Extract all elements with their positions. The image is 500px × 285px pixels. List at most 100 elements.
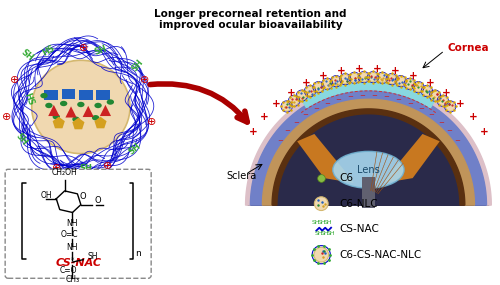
- Ellipse shape: [422, 87, 432, 96]
- Ellipse shape: [52, 114, 60, 119]
- Ellipse shape: [368, 73, 378, 82]
- Polygon shape: [272, 109, 465, 205]
- Ellipse shape: [378, 73, 387, 82]
- Text: SH: SH: [312, 220, 320, 225]
- Text: SH: SH: [93, 44, 108, 57]
- Text: −: −: [396, 97, 402, 103]
- Text: +: +: [272, 99, 281, 109]
- Text: O=C: O=C: [60, 230, 78, 239]
- Text: −: −: [360, 93, 366, 99]
- Ellipse shape: [387, 75, 396, 84]
- Ellipse shape: [106, 99, 114, 105]
- Text: SH: SH: [80, 164, 92, 173]
- Polygon shape: [248, 85, 489, 205]
- Text: +: +: [319, 71, 328, 81]
- Text: +: +: [468, 112, 477, 122]
- Text: −: −: [313, 106, 319, 112]
- Ellipse shape: [77, 102, 84, 107]
- Ellipse shape: [438, 96, 448, 105]
- Text: Cornea: Cornea: [447, 43, 488, 53]
- Text: HS: HS: [23, 92, 36, 107]
- Text: +: +: [392, 66, 400, 76]
- Polygon shape: [297, 134, 354, 183]
- Ellipse shape: [359, 73, 368, 82]
- Bar: [79, 90, 92, 99]
- Text: +: +: [480, 127, 488, 137]
- Ellipse shape: [430, 91, 440, 100]
- Text: NH: NH: [66, 219, 78, 228]
- Text: SH: SH: [318, 220, 326, 225]
- Ellipse shape: [298, 91, 306, 100]
- Ellipse shape: [314, 83, 323, 92]
- Ellipse shape: [92, 115, 100, 121]
- Text: +: +: [442, 88, 450, 98]
- FancyBboxPatch shape: [5, 169, 151, 278]
- Text: −: −: [336, 97, 342, 103]
- Ellipse shape: [314, 247, 328, 262]
- Text: SH: SH: [324, 220, 332, 225]
- Polygon shape: [94, 117, 106, 128]
- Text: OH: OH: [41, 191, 52, 200]
- Text: −: −: [293, 120, 299, 126]
- Bar: [96, 90, 110, 99]
- Polygon shape: [66, 106, 76, 117]
- Ellipse shape: [72, 117, 80, 122]
- Bar: [44, 90, 58, 99]
- Text: +: +: [248, 127, 258, 137]
- Ellipse shape: [45, 103, 52, 108]
- Text: SH: SH: [19, 48, 34, 63]
- Text: −: −: [384, 94, 390, 100]
- Ellipse shape: [405, 79, 414, 88]
- Text: +: +: [260, 112, 268, 122]
- Text: SH: SH: [130, 57, 145, 73]
- Text: SH: SH: [87, 252, 98, 261]
- Text: SH: SH: [315, 231, 324, 236]
- Text: −: −: [372, 93, 378, 99]
- Bar: [362, 177, 376, 207]
- Text: HS: HS: [41, 43, 56, 58]
- Text: C=O: C=O: [60, 266, 77, 275]
- Polygon shape: [383, 134, 440, 183]
- Text: SH: SH: [321, 231, 330, 236]
- Text: Lens: Lens: [357, 165, 380, 175]
- Ellipse shape: [333, 151, 404, 188]
- Text: O: O: [79, 192, 86, 201]
- Text: ⊕: ⊕: [52, 163, 61, 173]
- Polygon shape: [72, 118, 85, 129]
- Text: *: *: [71, 257, 74, 263]
- Text: Longer precorneal retention and
improved ocular bioavailability: Longer precorneal retention and improved…: [154, 9, 346, 30]
- Text: −: −: [454, 138, 460, 144]
- Text: C6: C6: [339, 173, 353, 183]
- Ellipse shape: [94, 103, 102, 108]
- Text: +: +: [355, 64, 364, 74]
- Text: ⊕: ⊕: [78, 43, 88, 53]
- Text: C6-CS-NAC-NLC: C6-CS-NAC-NLC: [339, 250, 421, 260]
- Text: −: −: [446, 128, 452, 135]
- Text: +: +: [373, 64, 382, 74]
- Ellipse shape: [32, 60, 130, 154]
- Text: SH: SH: [127, 141, 143, 156]
- Text: CS-NAC: CS-NAC: [339, 224, 379, 234]
- Ellipse shape: [290, 96, 298, 105]
- Bar: [62, 89, 76, 99]
- Text: SH: SH: [14, 131, 30, 147]
- Ellipse shape: [396, 77, 406, 86]
- Text: −: −: [428, 112, 434, 118]
- Text: ⊕: ⊕: [2, 112, 12, 122]
- Text: +: +: [426, 78, 434, 88]
- Ellipse shape: [306, 87, 314, 96]
- Ellipse shape: [322, 79, 332, 88]
- Text: −: −: [302, 112, 308, 118]
- Text: +: +: [286, 88, 296, 98]
- Text: +: +: [409, 71, 418, 81]
- Text: ⊕: ⊕: [148, 117, 157, 127]
- Ellipse shape: [332, 77, 340, 86]
- Text: −: −: [438, 120, 444, 126]
- Text: CH₃: CH₃: [66, 275, 80, 284]
- Text: −: −: [284, 128, 290, 135]
- Ellipse shape: [314, 197, 328, 211]
- Polygon shape: [250, 87, 486, 205]
- Text: Sclera: Sclera: [226, 171, 256, 181]
- Polygon shape: [262, 99, 474, 205]
- Ellipse shape: [350, 73, 359, 82]
